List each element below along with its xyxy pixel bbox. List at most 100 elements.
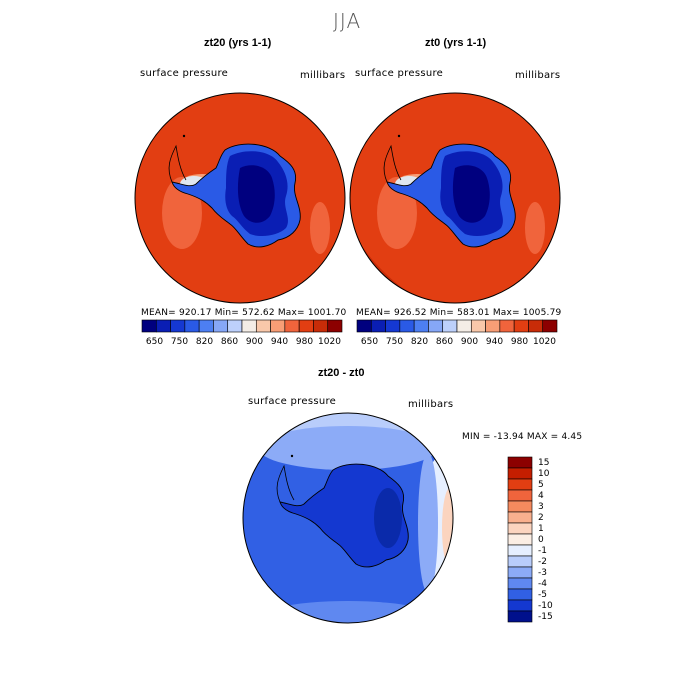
panel2-title: zt0 (yrs 1-1)	[425, 37, 487, 49]
colorbar-level-label: -4	[538, 579, 547, 589]
island-mark	[290, 454, 294, 458]
colorbar-tick-label: 900	[460, 337, 479, 347]
colorbar-swatch	[241, 319, 257, 333]
map-field	[350, 93, 560, 303]
colorbar-swatch	[313, 319, 329, 333]
colorbar-level-label: -1	[538, 546, 547, 556]
colorbar-tick-label: 1020	[533, 337, 556, 347]
colorbar-swatch	[507, 533, 533, 546]
panel2-variable-label: surface pressure	[355, 68, 444, 79]
colorbar-swatch	[284, 319, 300, 333]
colorbar-tick-label: 940	[270, 337, 289, 347]
colorbar-swatch	[170, 319, 186, 333]
colorbar-tick-label: 650	[145, 337, 164, 347]
field-min-core	[374, 488, 402, 548]
colorbar-level-label: 5	[538, 480, 544, 490]
colorbar-swatch	[456, 319, 472, 333]
panel2-map	[349, 92, 561, 304]
colorbar-tick-label: 980	[510, 337, 529, 347]
colorbar-level-label: -5	[538, 590, 547, 600]
colorbar-swatch	[385, 319, 401, 333]
panel3-units-label: millibars	[408, 399, 454, 410]
field-band	[258, 426, 438, 470]
colorbar-swatch	[507, 566, 533, 579]
colorbar-swatch	[507, 478, 533, 491]
colorbar-level-label: -3	[538, 568, 547, 578]
panel2-colorbar	[356, 319, 558, 333]
colorbar-swatch	[507, 544, 533, 557]
colorbar-tick-label: 940	[485, 337, 504, 347]
continent-outline	[386, 143, 516, 248]
page-title: JJA	[333, 9, 362, 33]
colorbar-level-label: -2	[538, 557, 547, 567]
panel3-colorbar-ticks: 15 10 5 4 3 2 1 0 -1 -2 -3 -4 -5 -10 -15	[538, 457, 578, 622]
colorbar-level-label: -15	[538, 612, 553, 622]
colorbar-swatch	[507, 489, 533, 502]
colorbar-tick-label: 980	[295, 337, 314, 347]
panel2-stats: MEAN= 926.52 Min= 583.01 Max= 1005.79	[356, 308, 562, 318]
panel1-map	[134, 92, 346, 304]
panel1-title: zt20 (yrs 1-1)	[204, 37, 272, 49]
colorbar-level-label: 10	[538, 469, 550, 479]
field-east-positive	[442, 488, 453, 568]
colorbar-swatch	[485, 319, 501, 333]
colorbar-tick-label: 820	[195, 337, 214, 347]
field-east-band	[418, 453, 438, 593]
colorbar-level-label: 15	[538, 458, 550, 468]
colorbar-swatch	[513, 319, 529, 333]
colorbar-swatch	[507, 456, 533, 469]
colorbar-swatch	[413, 319, 429, 333]
panel1-colorbar	[141, 319, 343, 333]
colorbar-swatch	[155, 319, 171, 333]
colorbar-swatch	[470, 319, 486, 333]
colorbar-swatch	[507, 522, 533, 535]
colorbar-level-label: -10	[538, 601, 553, 611]
colorbar-swatch	[184, 319, 200, 333]
colorbar-swatch	[507, 555, 533, 568]
colorbar-swatch	[507, 610, 533, 623]
colorbar-swatch	[327, 319, 343, 333]
colorbar-swatch	[542, 319, 558, 333]
colorbar-swatch	[499, 319, 515, 333]
colorbar-tick-label: 750	[385, 337, 404, 347]
colorbar-swatch	[141, 319, 157, 333]
colorbar-tick-label: 650	[360, 337, 379, 347]
field-continent	[280, 464, 409, 567]
colorbar-swatch	[370, 319, 386, 333]
colorbar-swatch	[442, 319, 458, 333]
colorbar-level-label: 4	[538, 491, 544, 501]
panel3-colorbar	[507, 456, 533, 623]
panel1-variable-label: surface pressure	[140, 68, 229, 79]
colorbar-tick-label: 900	[245, 337, 264, 347]
peninsula-outline	[168, 144, 187, 183]
colorbar-swatch	[198, 319, 214, 333]
colorbar-swatch	[507, 511, 533, 524]
colorbar-swatch	[507, 467, 533, 480]
colorbar-swatch	[428, 319, 444, 333]
map-field	[135, 93, 345, 303]
colorbar-swatch	[399, 319, 415, 333]
map-border	[134, 92, 346, 304]
panel3-stats: MIN = -13.94 MAX = 4.45	[462, 432, 583, 442]
panel3-map	[242, 412, 454, 624]
field-patch	[310, 202, 330, 254]
colorbar-swatch	[270, 319, 286, 333]
colorbar-tick-label: 820	[410, 337, 429, 347]
panel3-variable-label: surface pressure	[248, 396, 337, 407]
colorbar-swatch	[356, 319, 372, 333]
panel1-colorbar-ticks: 650 750 820 860 900 940 980 1020	[142, 337, 342, 349]
peninsula-outline	[383, 144, 402, 183]
map-field	[243, 413, 453, 623]
colorbar-level-label: 0	[538, 535, 544, 545]
field-patch	[525, 202, 545, 254]
island-mark	[397, 134, 401, 138]
colorbar-level-label: 3	[538, 502, 544, 512]
continent-outline	[171, 143, 301, 248]
map-border	[349, 92, 561, 304]
panel2-units-label: millibars	[515, 70, 561, 81]
colorbar-swatch	[507, 577, 533, 590]
panel1-stats: MEAN= 920.17 Min= 572.62 Max= 1001.70	[141, 308, 347, 318]
colorbar-swatch	[255, 319, 271, 333]
field-continent-core	[452, 165, 490, 223]
continent-outline	[279, 463, 409, 568]
